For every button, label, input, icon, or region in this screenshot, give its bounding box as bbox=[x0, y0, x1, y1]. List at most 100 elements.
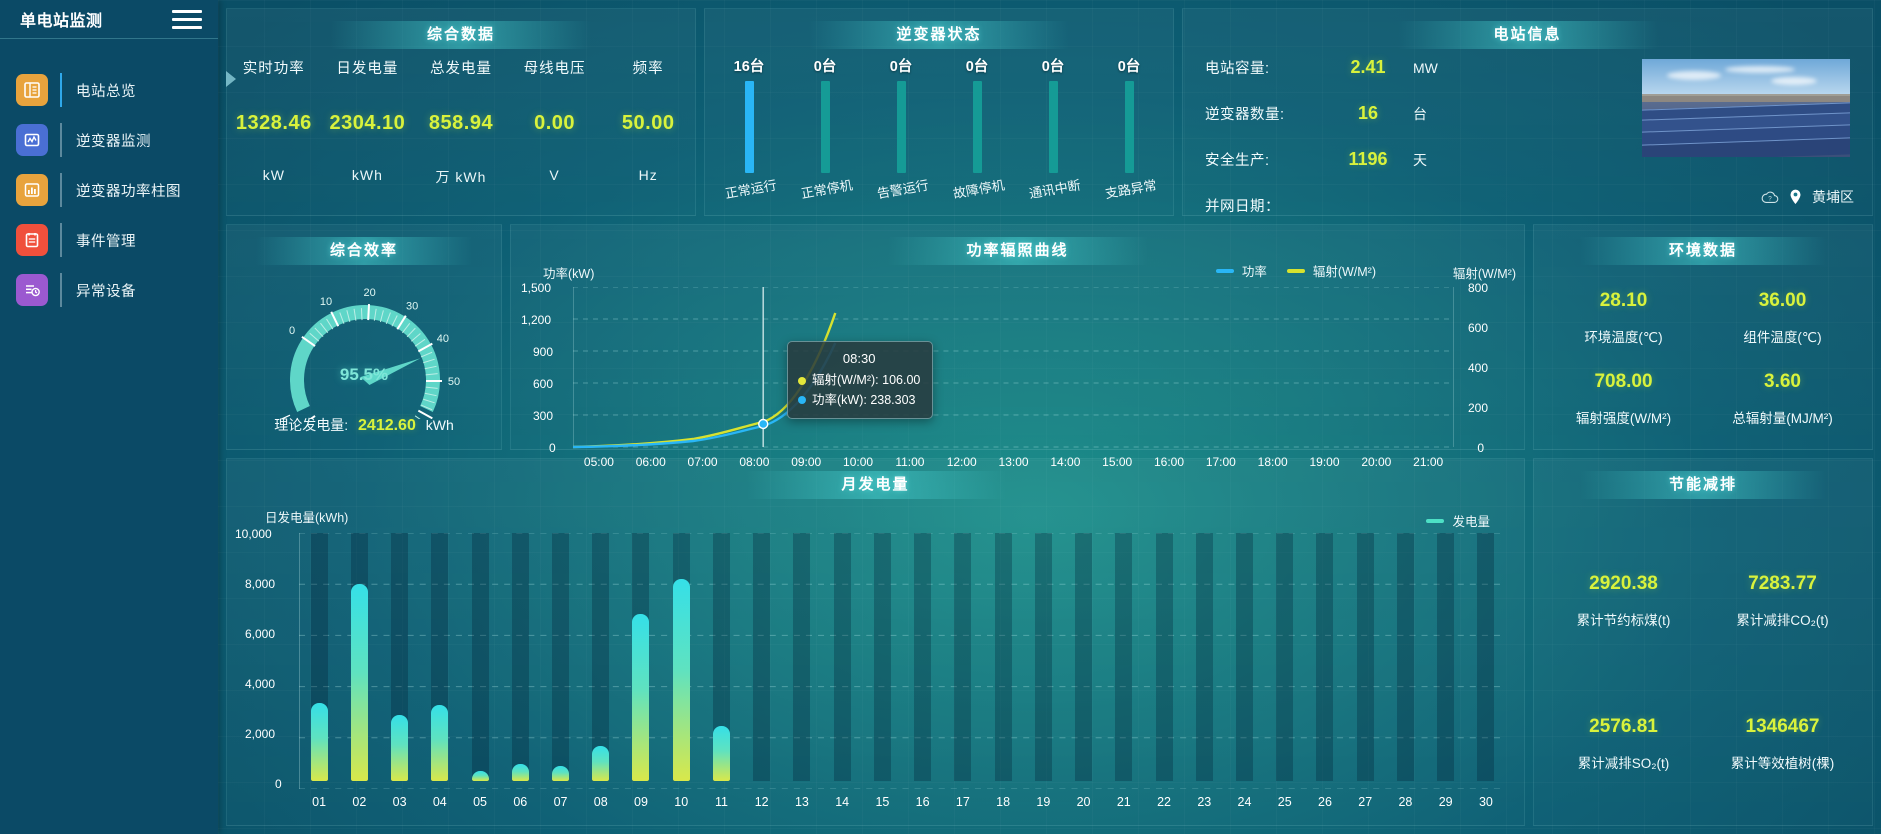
hamburger-icon[interactable] bbox=[172, 8, 202, 30]
month-bar-cell[interactable] bbox=[460, 533, 500, 781]
month-xtick: 19 bbox=[1036, 795, 1051, 809]
month-bar-cell[interactable] bbox=[1023, 533, 1063, 781]
month-bar-background bbox=[1195, 533, 1213, 781]
month-bar-cell[interactable] bbox=[1063, 533, 1103, 781]
inverter-status-item-fault-stop[interactable]: 0台 故障停机 bbox=[939, 55, 1015, 209]
inverter-status-item-comm-lost[interactable]: 0台 通讯中断 bbox=[1015, 55, 1091, 209]
month-bar-cell[interactable] bbox=[1265, 533, 1305, 781]
curve-y2tick: 400 bbox=[1467, 361, 1488, 375]
curve-xtick: 11:00 bbox=[884, 455, 936, 469]
panel-energy-saving: 节能减排 2920.38 累计节约标煤(t) 7283.77 累计减排CO₂(t… bbox=[1533, 458, 1873, 826]
inverter-status-item-alarm-run[interactable]: 0台 告警运行 bbox=[863, 55, 939, 209]
inverter-status-label: 故障停机 bbox=[951, 177, 1006, 202]
month-bar-cell[interactable] bbox=[1104, 533, 1144, 781]
inverter-status-item-normal-stop[interactable]: 0台 正常停机 bbox=[787, 55, 863, 209]
sidebar-divider bbox=[60, 173, 62, 207]
curve-xtick: 10:00 bbox=[832, 455, 884, 469]
month-bar-cell[interactable] bbox=[661, 533, 701, 781]
curve-x-axis: 05:0006:0007:0008:0009:0010:0011:0012:00… bbox=[573, 455, 1454, 469]
env-item-ambient-temp: 28.10 环境温度(℃) bbox=[1544, 277, 1703, 358]
inverter-bar bbox=[972, 81, 982, 173]
station-info-value: 1196 bbox=[1348, 149, 1388, 169]
month-bar-cell[interactable] bbox=[822, 533, 862, 781]
month-bar[interactable] bbox=[350, 583, 368, 781]
month-bar[interactable] bbox=[431, 705, 449, 781]
month-bar[interactable] bbox=[592, 746, 610, 781]
month-xtick: 29 bbox=[1438, 795, 1453, 809]
month-xtick: 08 bbox=[593, 795, 608, 809]
month-bar-cell[interactable] bbox=[983, 533, 1023, 781]
panel-title: 综合效率 bbox=[256, 237, 472, 265]
month-bar-cell[interactable] bbox=[540, 533, 580, 781]
curve-ytick: 600 bbox=[533, 377, 554, 391]
emission-value: 2576.81 bbox=[1589, 715, 1658, 737]
env-label: 环境温度(℃) bbox=[1584, 329, 1663, 345]
sidebar-item-inverter-monitor[interactable]: 逆变器监测 bbox=[0, 115, 218, 165]
month-ytick: 2,000 bbox=[245, 727, 276, 741]
month-bar[interactable] bbox=[471, 771, 489, 781]
curve-plot bbox=[573, 287, 1454, 449]
sidebar-item-inverter-power-bar[interactable]: 逆变器功率柱图 bbox=[0, 165, 218, 215]
month-bar[interactable] bbox=[712, 726, 730, 781]
month-bar[interactable] bbox=[672, 578, 690, 781]
month-bar[interactable] bbox=[391, 715, 409, 781]
month-bar-cell[interactable] bbox=[782, 533, 822, 781]
curve-xtick: 06:00 bbox=[625, 455, 677, 469]
station-info-row-safe-days: 安全生产: 1196 天 bbox=[1205, 149, 1505, 195]
month-bar-cell[interactable] bbox=[742, 533, 782, 781]
tooltip-row-irradiance: 辐射(W/M²): 106.00 bbox=[798, 371, 920, 390]
tooltip-label-power: 功率(kW): 238.303 bbox=[812, 392, 916, 407]
panel-title: 综合数据 bbox=[331, 21, 591, 49]
month-bar-cell[interactable] bbox=[379, 533, 419, 781]
month-bar-cell[interactable] bbox=[621, 533, 661, 781]
inverter-status-label: 正常停机 bbox=[799, 177, 854, 202]
panel-environment-data: 环境数据 28.10 环境温度(℃) 36.00 组件温度(℃) 708.00 … bbox=[1533, 224, 1873, 450]
month-bar[interactable] bbox=[511, 763, 529, 781]
month-bar-cell[interactable] bbox=[1426, 533, 1466, 781]
month-bar-cell[interactable] bbox=[1466, 533, 1506, 781]
inverter-status-item-normal-run[interactable]: 16台 正常运行 bbox=[711, 55, 787, 209]
month-gridlines bbox=[299, 533, 1506, 789]
month-bar-cell[interactable] bbox=[1144, 533, 1184, 781]
theoretical-generation: 理论发电量: 2412.60 kWh bbox=[227, 415, 501, 435]
month-bar-cell[interactable] bbox=[339, 533, 379, 781]
month-xtick: 22 bbox=[1157, 795, 1171, 809]
month-xtick: 21 bbox=[1116, 795, 1131, 809]
svg-text:10: 10 bbox=[320, 296, 332, 308]
month-xtick: 24 bbox=[1237, 795, 1252, 809]
curve-y2tick: 600 bbox=[1467, 321, 1488, 335]
month-bar[interactable] bbox=[552, 766, 570, 781]
sidebar-item-station-overview[interactable]: 电站总览 bbox=[0, 65, 218, 115]
month-bar-cell[interactable] bbox=[299, 533, 339, 781]
month-bar-cell[interactable] bbox=[1224, 533, 1264, 781]
month-bar[interactable] bbox=[632, 613, 650, 781]
month-bar-cell[interactable] bbox=[1385, 533, 1425, 781]
month-bar[interactable] bbox=[310, 702, 328, 781]
sidebar-item-event-management[interactable]: 事件管理 bbox=[0, 215, 218, 265]
curve-xtick: 21:00 bbox=[1402, 455, 1454, 469]
month-bar-cell[interactable] bbox=[943, 533, 983, 781]
month-bar-cell[interactable] bbox=[862, 533, 902, 781]
panel-title: 月发电量 bbox=[745, 471, 1006, 499]
month-bar-cell[interactable] bbox=[420, 533, 460, 781]
curve-xtick: 13:00 bbox=[988, 455, 1040, 469]
month-bar-cell[interactable] bbox=[581, 533, 621, 781]
month-bar-cell[interactable] bbox=[1305, 533, 1345, 781]
month-bar-cell[interactable] bbox=[1184, 533, 1224, 781]
month-bar-cell[interactable] bbox=[701, 533, 741, 781]
month-bar-cell[interactable] bbox=[903, 533, 943, 781]
legend-label-power: 功率 bbox=[1241, 265, 1267, 279]
month-bar-background bbox=[1034, 533, 1052, 781]
station-info-key: 电站容量: bbox=[1205, 61, 1270, 77]
curve-xtick: 20:00 bbox=[1350, 455, 1402, 469]
month-bar-cell[interactable] bbox=[500, 533, 540, 781]
emission-value: 2920.38 bbox=[1589, 572, 1658, 594]
month-bar-cell[interactable] bbox=[1345, 533, 1385, 781]
inverter-status-item-branch-abnormal[interactable]: 0台 支路异常 bbox=[1091, 55, 1167, 209]
curve-legend: 功率 辐射(W/M²) bbox=[1215, 261, 1376, 280]
sidebar-item-abnormal-device[interactable]: 异常设备 bbox=[0, 265, 218, 315]
collapse-arrow-icon[interactable] bbox=[226, 71, 236, 87]
tooltip-time: 08:30 bbox=[842, 351, 876, 366]
metric-value: 50.00 bbox=[621, 112, 675, 134]
